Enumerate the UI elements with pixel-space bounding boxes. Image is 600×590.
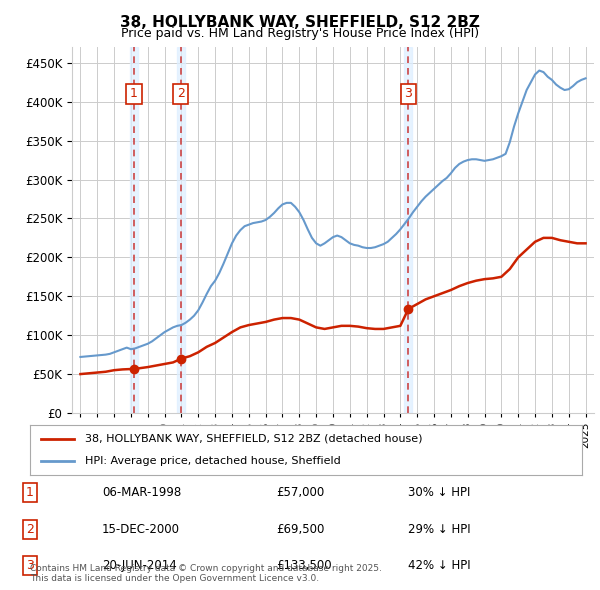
Text: 06-MAR-1998: 06-MAR-1998 bbox=[102, 486, 181, 499]
Text: 15-DEC-2000: 15-DEC-2000 bbox=[102, 523, 180, 536]
Bar bbox=[176, 47, 185, 413]
Text: 3: 3 bbox=[26, 559, 34, 572]
Text: 1: 1 bbox=[26, 486, 34, 499]
Text: £57,000: £57,000 bbox=[276, 486, 324, 499]
Text: 38, HOLLYBANK WAY, SHEFFIELD, S12 2BZ (detached house): 38, HOLLYBANK WAY, SHEFFIELD, S12 2BZ (d… bbox=[85, 434, 422, 444]
Text: 29% ↓ HPI: 29% ↓ HPI bbox=[408, 523, 470, 536]
Bar bbox=[404, 47, 412, 413]
Text: HPI: Average price, detached house, Sheffield: HPI: Average price, detached house, Shef… bbox=[85, 456, 341, 466]
Text: Price paid vs. HM Land Registry's House Price Index (HPI): Price paid vs. HM Land Registry's House … bbox=[121, 27, 479, 40]
Text: 20-JUN-2014: 20-JUN-2014 bbox=[102, 559, 177, 572]
Text: 3: 3 bbox=[404, 87, 412, 100]
Text: £69,500: £69,500 bbox=[276, 523, 325, 536]
Text: 30% ↓ HPI: 30% ↓ HPI bbox=[408, 486, 470, 499]
Text: 1: 1 bbox=[130, 87, 138, 100]
Bar bbox=[130, 47, 138, 413]
Text: 2: 2 bbox=[177, 87, 185, 100]
Text: 38, HOLLYBANK WAY, SHEFFIELD, S12 2BZ: 38, HOLLYBANK WAY, SHEFFIELD, S12 2BZ bbox=[120, 15, 480, 30]
Text: Contains HM Land Registry data © Crown copyright and database right 2025.
This d: Contains HM Land Registry data © Crown c… bbox=[30, 563, 382, 583]
Text: £133,500: £133,500 bbox=[276, 559, 332, 572]
Text: 2: 2 bbox=[26, 523, 34, 536]
Text: 42% ↓ HPI: 42% ↓ HPI bbox=[408, 559, 470, 572]
